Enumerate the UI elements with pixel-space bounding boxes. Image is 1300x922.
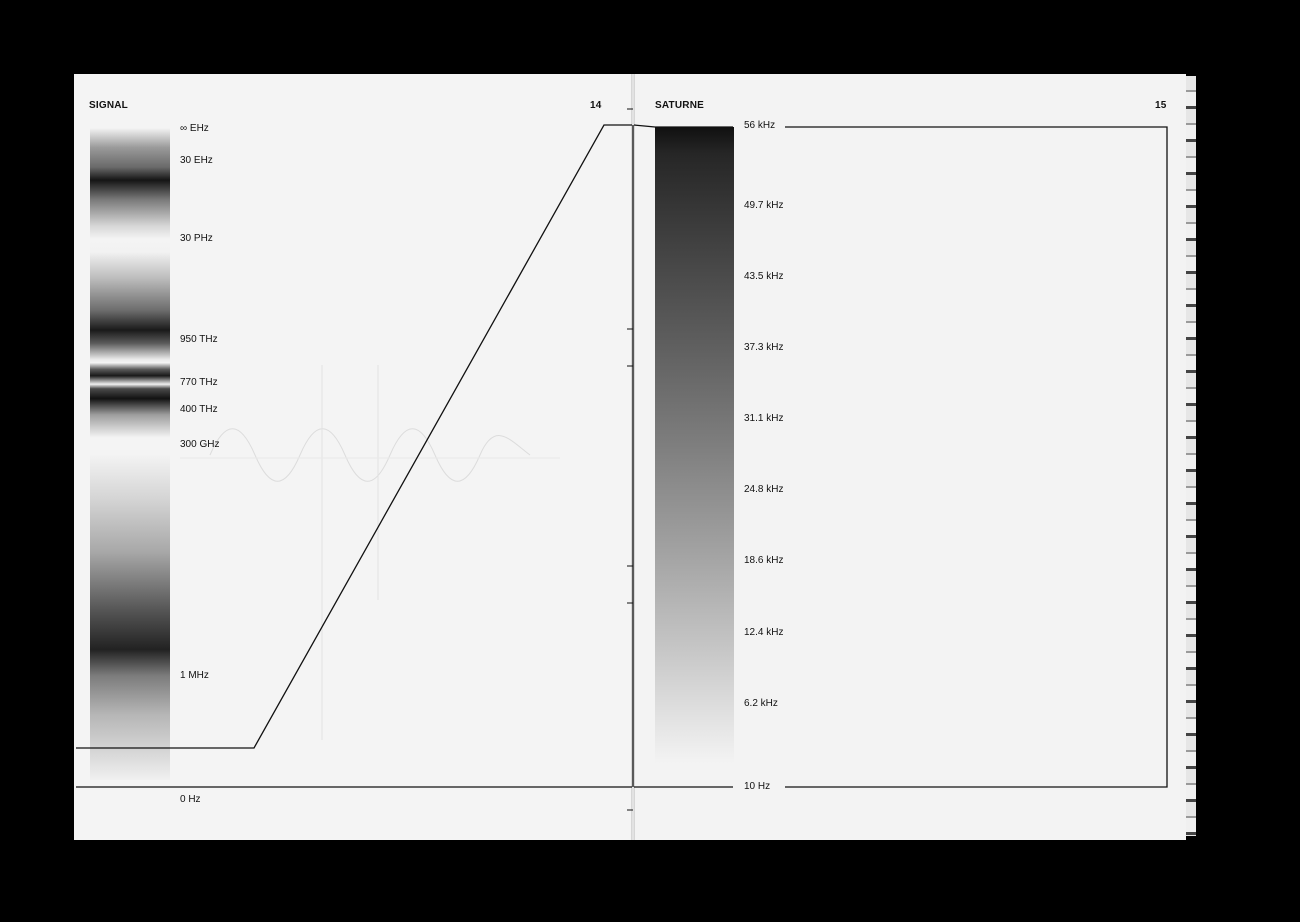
freq-label-49-7-khz: 49.7 kHz	[744, 200, 784, 211]
freq-label-1-mhz: 1 MHz	[180, 670, 209, 681]
faint-sine-wave	[209, 428, 531, 482]
freq-label-24-8-khz: 24.8 kHz	[744, 484, 784, 495]
running-head-left: SIGNAL	[89, 100, 128, 111]
gutter-ticks	[627, 108, 633, 811]
freq-label-56-khz: 56 kHz	[744, 120, 776, 131]
freq-label-10-hz: 10 Hz	[744, 781, 771, 792]
zoom-connector-upper	[76, 124, 632, 749]
freq-label-inf-ehz: ∞ EHz	[180, 123, 209, 134]
freq-label-770-thz: 770 THz	[180, 377, 218, 388]
freq-label-950-thz: 950 THz	[180, 334, 218, 345]
freq-label-18-6-khz: 18.6 kHz	[744, 555, 784, 566]
page-edges	[1186, 76, 1196, 836]
page-number-right: 15	[1155, 100, 1167, 111]
freq-label-31-1-khz: 31.1 kHz	[744, 413, 784, 424]
freq-label-12-4-khz: 12.4 kHz	[744, 627, 784, 638]
saturne-frame-top-left	[633, 124, 733, 128]
freq-label-30-phz: 30 PHz	[180, 233, 213, 244]
freq-label-400-thz: 400 THz	[180, 404, 218, 415]
freq-label-300-ghz: 300 GHz	[180, 439, 220, 450]
freq-label-43-5-khz: 43.5 kHz	[744, 271, 784, 282]
electromagnetic-spectrum-bar	[90, 128, 170, 780]
freq-label-6-2-khz: 6.2 kHz	[744, 698, 778, 709]
running-head-right: SATURNE	[655, 100, 704, 111]
freq-label-30-ehz: 30 EHz	[180, 155, 213, 166]
page-number-left: 14	[590, 100, 602, 111]
freq-label-0-hz: 0 Hz	[180, 794, 201, 805]
saturne-frame-top-right	[785, 126, 1168, 788]
saturne-gradient-bar	[655, 127, 734, 790]
freq-label-37-3-khz: 37.3 kHz	[744, 342, 784, 353]
